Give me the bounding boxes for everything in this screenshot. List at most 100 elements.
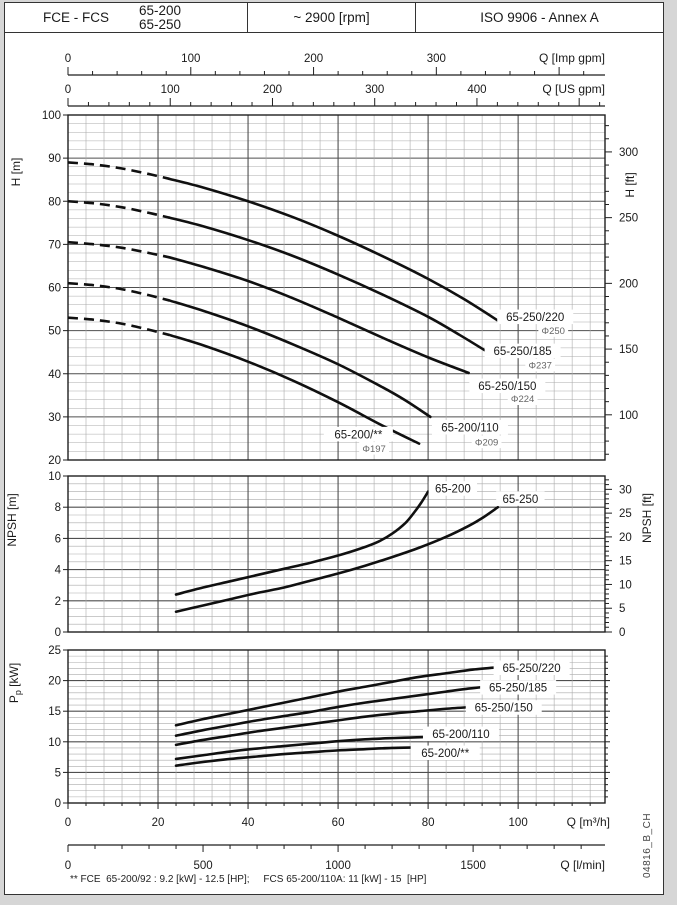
curve-label-65-200: 65-200/** <box>334 429 382 441</box>
impeller-label-65-200: Φ197 <box>362 444 385 455</box>
impeller-label-65-200-110-bg <box>471 435 502 449</box>
tick-label: 100 <box>161 84 180 96</box>
model-sizes: 65-200 65-250 <box>139 3 182 32</box>
h-ft-tick-label: 250 <box>619 213 638 225</box>
header-bar: FCE - FCS 65-200 65-250 ~ 2900 [rpm] ISO… <box>4 2 664 33</box>
npsh-ft-tick-label: 10 <box>619 579 632 591</box>
curve-label-65-250-185-bg <box>484 343 561 359</box>
model-size-2: 65-250 <box>139 16 182 32</box>
power-curve-65-250-220: 65-250/220 <box>174 660 570 727</box>
npsh-curve-65-250: 65-250 <box>174 491 545 614</box>
m3h-scale: 0 20 40 60 80 100 Q [m³/h] <box>65 803 610 829</box>
head-y-axis-title: H [m] <box>9 158 23 187</box>
header-standard-cell: ISO 9906 - Annex A <box>415 3 663 32</box>
npsh-chart: 0 2 4 6 8 10 0 5 10 15 20 25 30 NPSH [m] NPSH [ft] 65-2… <box>5 471 654 639</box>
tick-label: 40 <box>242 817 255 829</box>
power-label-65-200-bg <box>410 745 480 761</box>
h-m-tick-label: 100 <box>42 110 61 122</box>
power-label-65-250-220: 65-250/220 <box>503 663 561 675</box>
tick-label: 1500 <box>460 860 486 872</box>
curve-label-65-200-bg <box>323 426 393 442</box>
npsh-y-axis-title: NPSH [m] <box>5 493 19 546</box>
h-m-tick-label: 90 <box>48 153 61 165</box>
power-label-65-200-110-bg <box>422 726 499 742</box>
h-m-tick-label: 70 <box>48 239 61 251</box>
power-label-65-200-110: 65-200/110 <box>432 729 489 741</box>
npsh-ft-tick-label: 0 <box>619 627 625 639</box>
series-name: FCE - FCS <box>43 10 109 25</box>
npsh-curve-65-200: 65-200 <box>174 481 478 596</box>
tick-label: 300 <box>427 53 446 65</box>
h-ft-tick-label: 150 <box>619 344 638 356</box>
tick-label: 300 <box>365 84 384 96</box>
tick-label: 0 <box>65 53 71 65</box>
npsh-m-tick-label: 6 <box>55 533 61 545</box>
npsh-label-65-200-bg <box>428 481 478 496</box>
h-m-tick-label: 20 <box>48 455 61 467</box>
impeller-label-65-200-bg <box>359 442 389 455</box>
curve-label-65-250-220-bg <box>497 309 574 325</box>
head-chart: 20 30 40 50 60 70 80 90 100 100 150 200 250 300 H [m] H… <box>9 110 638 467</box>
power-kw-tick-label: 25 <box>48 645 61 657</box>
power-label-65-250-150: 65-250/150 <box>475 703 533 715</box>
power-label-65-250-220-bg <box>493 660 570 675</box>
tick-label: 500 <box>193 860 212 872</box>
power-label-65-250-150-bg <box>465 700 542 715</box>
tick-label: 200 <box>304 53 323 65</box>
impeller-label-65-250-220-bg <box>538 324 569 337</box>
tick-label: 0 <box>65 84 71 96</box>
tick-label: 400 <box>467 84 486 96</box>
power-label-65-250-185: 65-250/185 <box>489 682 547 694</box>
tick-label: 100 <box>181 53 200 65</box>
npsh-right-axis-title: NPSH [ft] <box>640 493 654 543</box>
h-m-tick-label: 30 <box>48 412 61 424</box>
tick-label: 60 <box>332 817 345 829</box>
power-footnote: ** FCE 65-200/92 : 9.2 [kW] - 12.5 [HP];… <box>70 874 427 885</box>
imp-gpm-scale: 0 100 200 300 Q [Imp gpm] <box>65 51 605 76</box>
npsh-ft-tick-label: 5 <box>619 603 625 615</box>
head-curve-65-200: 65-200/** Φ197 <box>67 316 421 455</box>
axis-unit-label: Q [l/min] <box>560 858 605 872</box>
tick-label: 80 <box>422 817 435 829</box>
power-curve-65-200: 65-200/** <box>174 745 480 767</box>
power-kw-tick-label: 5 <box>55 767 61 779</box>
npsh-m-tick-label: 0 <box>55 627 61 639</box>
power-kw-tick-label: 20 <box>48 676 61 688</box>
power-label-65-200: 65-200/** <box>421 748 469 760</box>
h-m-tick-label: 60 <box>48 283 61 295</box>
tick-label: 200 <box>263 84 282 96</box>
impeller-label-65-250-150-bg <box>507 392 538 406</box>
impeller-label-65-250-185: Φ237 <box>528 361 551 372</box>
curve-label-65-250-150: 65-250/150 <box>478 381 536 393</box>
axis-unit-label: Q [US gpm] <box>542 82 605 96</box>
lmin-scale: 0 500 1000 1500 Q [l/min] <box>65 844 605 872</box>
header-speed-cell: ~ 2900 [rpm] <box>247 3 415 32</box>
curve-label-65-250-220: 65-250/220 <box>506 312 564 324</box>
npsh-ft-tick-label: 25 <box>619 508 632 520</box>
impeller-label-65-250-185-bg <box>525 358 556 372</box>
power-curve-65-200-110: 65-200/110 <box>174 726 499 761</box>
npsh-label-65-250: 65-250 <box>502 494 538 506</box>
h-m-tick-label: 50 <box>48 326 61 338</box>
us-gpm-scale: 0 100 200 300 400 Q [US gpm] <box>65 82 605 107</box>
impeller-label-65-200-110: Φ209 <box>475 437 498 448</box>
curve-label-65-250-185: 65-250/185 <box>494 346 552 358</box>
impeller-label-65-250-150: Φ224 <box>511 394 534 405</box>
head-curve-65-250-220: 65-250/220 Φ250 <box>67 161 574 337</box>
npsh-label-65-200: 65-200 <box>435 484 471 496</box>
impeller-label-65-250-220: Φ250 <box>542 326 565 337</box>
power-kw-tick-label: 15 <box>48 706 61 718</box>
tick-label: 20 <box>152 817 165 829</box>
tick-label: 0 <box>65 860 71 872</box>
power-kw-tick-label: 10 <box>48 737 61 749</box>
power-curve-65-250-185: 65-250/185 <box>174 680 557 737</box>
tick-label: 1000 <box>325 860 351 872</box>
curve-label-65-250-150-bg <box>469 378 546 394</box>
h-m-tick-label: 40 <box>48 369 61 381</box>
power-curve-65-250-150: 65-250/150 <box>174 700 542 747</box>
head-right-axis-title: H [ft] <box>623 172 637 197</box>
head-curve-65-250-185: 65-250/185 Φ237 <box>67 199 561 372</box>
